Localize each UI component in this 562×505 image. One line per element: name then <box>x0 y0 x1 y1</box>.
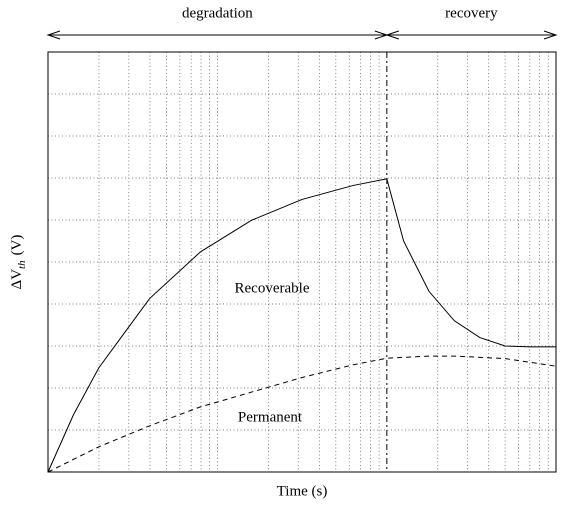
plot-frame <box>47 51 557 473</box>
y-label-sub: th <box>16 260 28 269</box>
x-axis-label: Time (s) <box>277 483 328 499</box>
arrow-head <box>385 30 399 40</box>
series-line <box>47 355 557 473</box>
series-line <box>47 178 556 473</box>
arrow-head <box>543 30 558 40</box>
series-label: Permanent <box>238 409 303 425</box>
arrow-head <box>46 30 61 40</box>
phase-label: degradation <box>182 5 253 21</box>
y-label-unit: (V) <box>9 235 25 256</box>
series-label: Recoverable <box>235 280 310 296</box>
phase-label: recovery <box>445 5 498 21</box>
y-label-main: ΔV <box>9 269 25 290</box>
y-axis-label: ΔVth (V) <box>9 235 27 290</box>
